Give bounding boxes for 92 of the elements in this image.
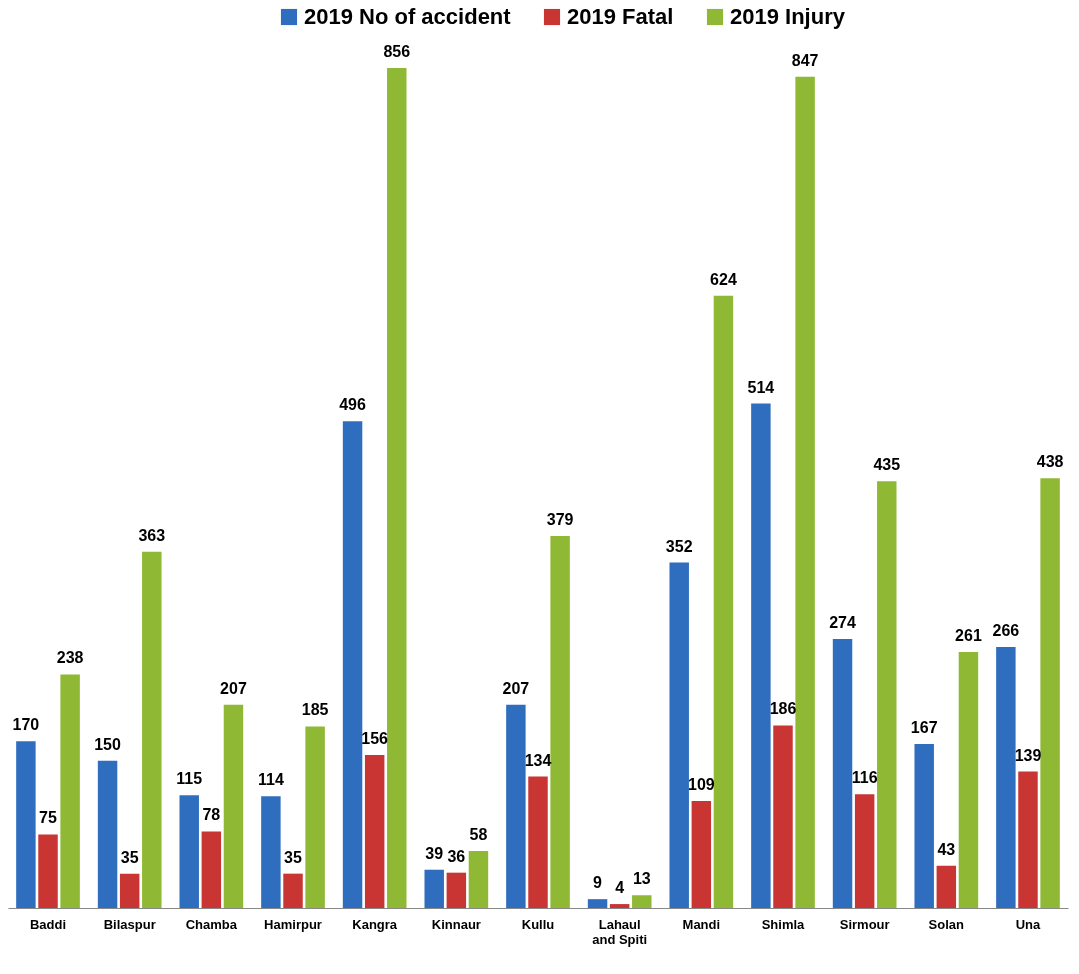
- x-tick-label: Bilaspur: [103, 916, 156, 932]
- bar: [773, 725, 793, 908]
- bar: [16, 741, 36, 908]
- bar: [795, 76, 815, 908]
- data-label: 9: [593, 874, 603, 892]
- bar: [528, 776, 548, 908]
- bar: [342, 421, 363, 908]
- x-tick-label: Una: [1015, 916, 1042, 932]
- data-label: 261: [955, 626, 982, 644]
- bar: [1018, 771, 1038, 908]
- x-tick-label: Hamirpur: [264, 916, 322, 932]
- data-label: 856: [383, 43, 411, 60]
- bar: [142, 551, 162, 908]
- bar: [261, 796, 281, 908]
- bar: [283, 873, 303, 908]
- data-label: 266: [992, 621, 1020, 639]
- data-label: 58: [469, 826, 488, 844]
- bar: [713, 295, 734, 908]
- bar: [387, 68, 407, 908]
- bar: [468, 851, 489, 908]
- data-label: 150: [94, 735, 122, 753]
- bar: [609, 904, 630, 908]
- x-tick-label: Solan: [928, 916, 965, 932]
- data-label: 109: [687, 776, 715, 794]
- data-label: 514: [747, 378, 775, 396]
- x-tick-label: Baddi: [29, 916, 67, 932]
- bar: [996, 646, 1016, 908]
- data-label: 78: [202, 806, 221, 824]
- bar: [936, 865, 957, 908]
- x-tick-label: Sirmour: [839, 916, 890, 932]
- bar: [38, 834, 58, 908]
- data-label: 35: [120, 848, 139, 866]
- x-tick-label: Mandi: [682, 916, 721, 932]
- bar: [632, 895, 652, 908]
- bar: [832, 639, 853, 908]
- data-label: 115: [176, 770, 203, 788]
- data-label: 438: [1036, 453, 1064, 471]
- data-label: 167: [910, 719, 938, 737]
- data-label: 170: [12, 716, 40, 734]
- data-label: 35: [284, 848, 303, 866]
- bar: [119, 873, 140, 908]
- bar: [877, 481, 897, 908]
- data-label: 207: [502, 679, 530, 697]
- data-label: 75: [39, 809, 58, 827]
- data-label: 116: [851, 769, 878, 787]
- bar: [1040, 478, 1060, 908]
- legend-label: 2019 Fatal: [567, 4, 674, 29]
- data-label: 363: [138, 526, 166, 544]
- bar: [424, 869, 444, 908]
- x-tick-label: Chamba: [185, 916, 238, 932]
- data-label: 238: [56, 649, 84, 667]
- bar: [854, 794, 875, 908]
- x-tick-label: Kangra: [352, 916, 398, 932]
- x-tick-label: Kullu: [521, 916, 555, 932]
- bar: [958, 651, 979, 908]
- bar: [201, 831, 222, 908]
- data-label: 274: [829, 614, 856, 632]
- data-label: 186: [769, 700, 797, 718]
- data-label: 4: [615, 879, 625, 897]
- bar: [751, 403, 771, 908]
- x-tick-label: Shimla: [761, 916, 806, 932]
- data-label: 185: [301, 701, 329, 719]
- bar: [914, 744, 934, 908]
- bar: [60, 674, 80, 908]
- data-label: 352: [665, 537, 693, 555]
- data-label: 36: [447, 847, 466, 865]
- data-label: 435: [873, 456, 901, 474]
- legend-label: 2019 Injury: [730, 4, 846, 29]
- bar: [669, 562, 689, 908]
- bar: [223, 704, 244, 908]
- bar: [550, 536, 570, 908]
- data-label: 13: [632, 870, 651, 888]
- bar: [446, 872, 467, 908]
- data-label: 207: [220, 679, 247, 697]
- data-label: 624: [710, 270, 737, 288]
- data-label: 43: [937, 840, 956, 858]
- bar: [587, 899, 608, 908]
- data-label: 847: [791, 51, 819, 69]
- bar: [364, 754, 385, 908]
- data-label: 379: [546, 511, 574, 529]
- bar: [179, 795, 199, 908]
- bar: [97, 760, 118, 908]
- data-label: 139: [1014, 746, 1042, 764]
- data-label: 496: [339, 396, 366, 414]
- bar: [506, 704, 526, 908]
- data-label: 114: [257, 771, 284, 789]
- x-tick-label: Kinnaur: [431, 916, 481, 932]
- bar: [691, 801, 712, 908]
- bar: [305, 726, 325, 908]
- data-label: 39: [425, 844, 444, 862]
- legend-label: 2019 No of accident: [304, 4, 512, 29]
- x-tick-label: Lahaul and Spiti: [592, 916, 648, 947]
